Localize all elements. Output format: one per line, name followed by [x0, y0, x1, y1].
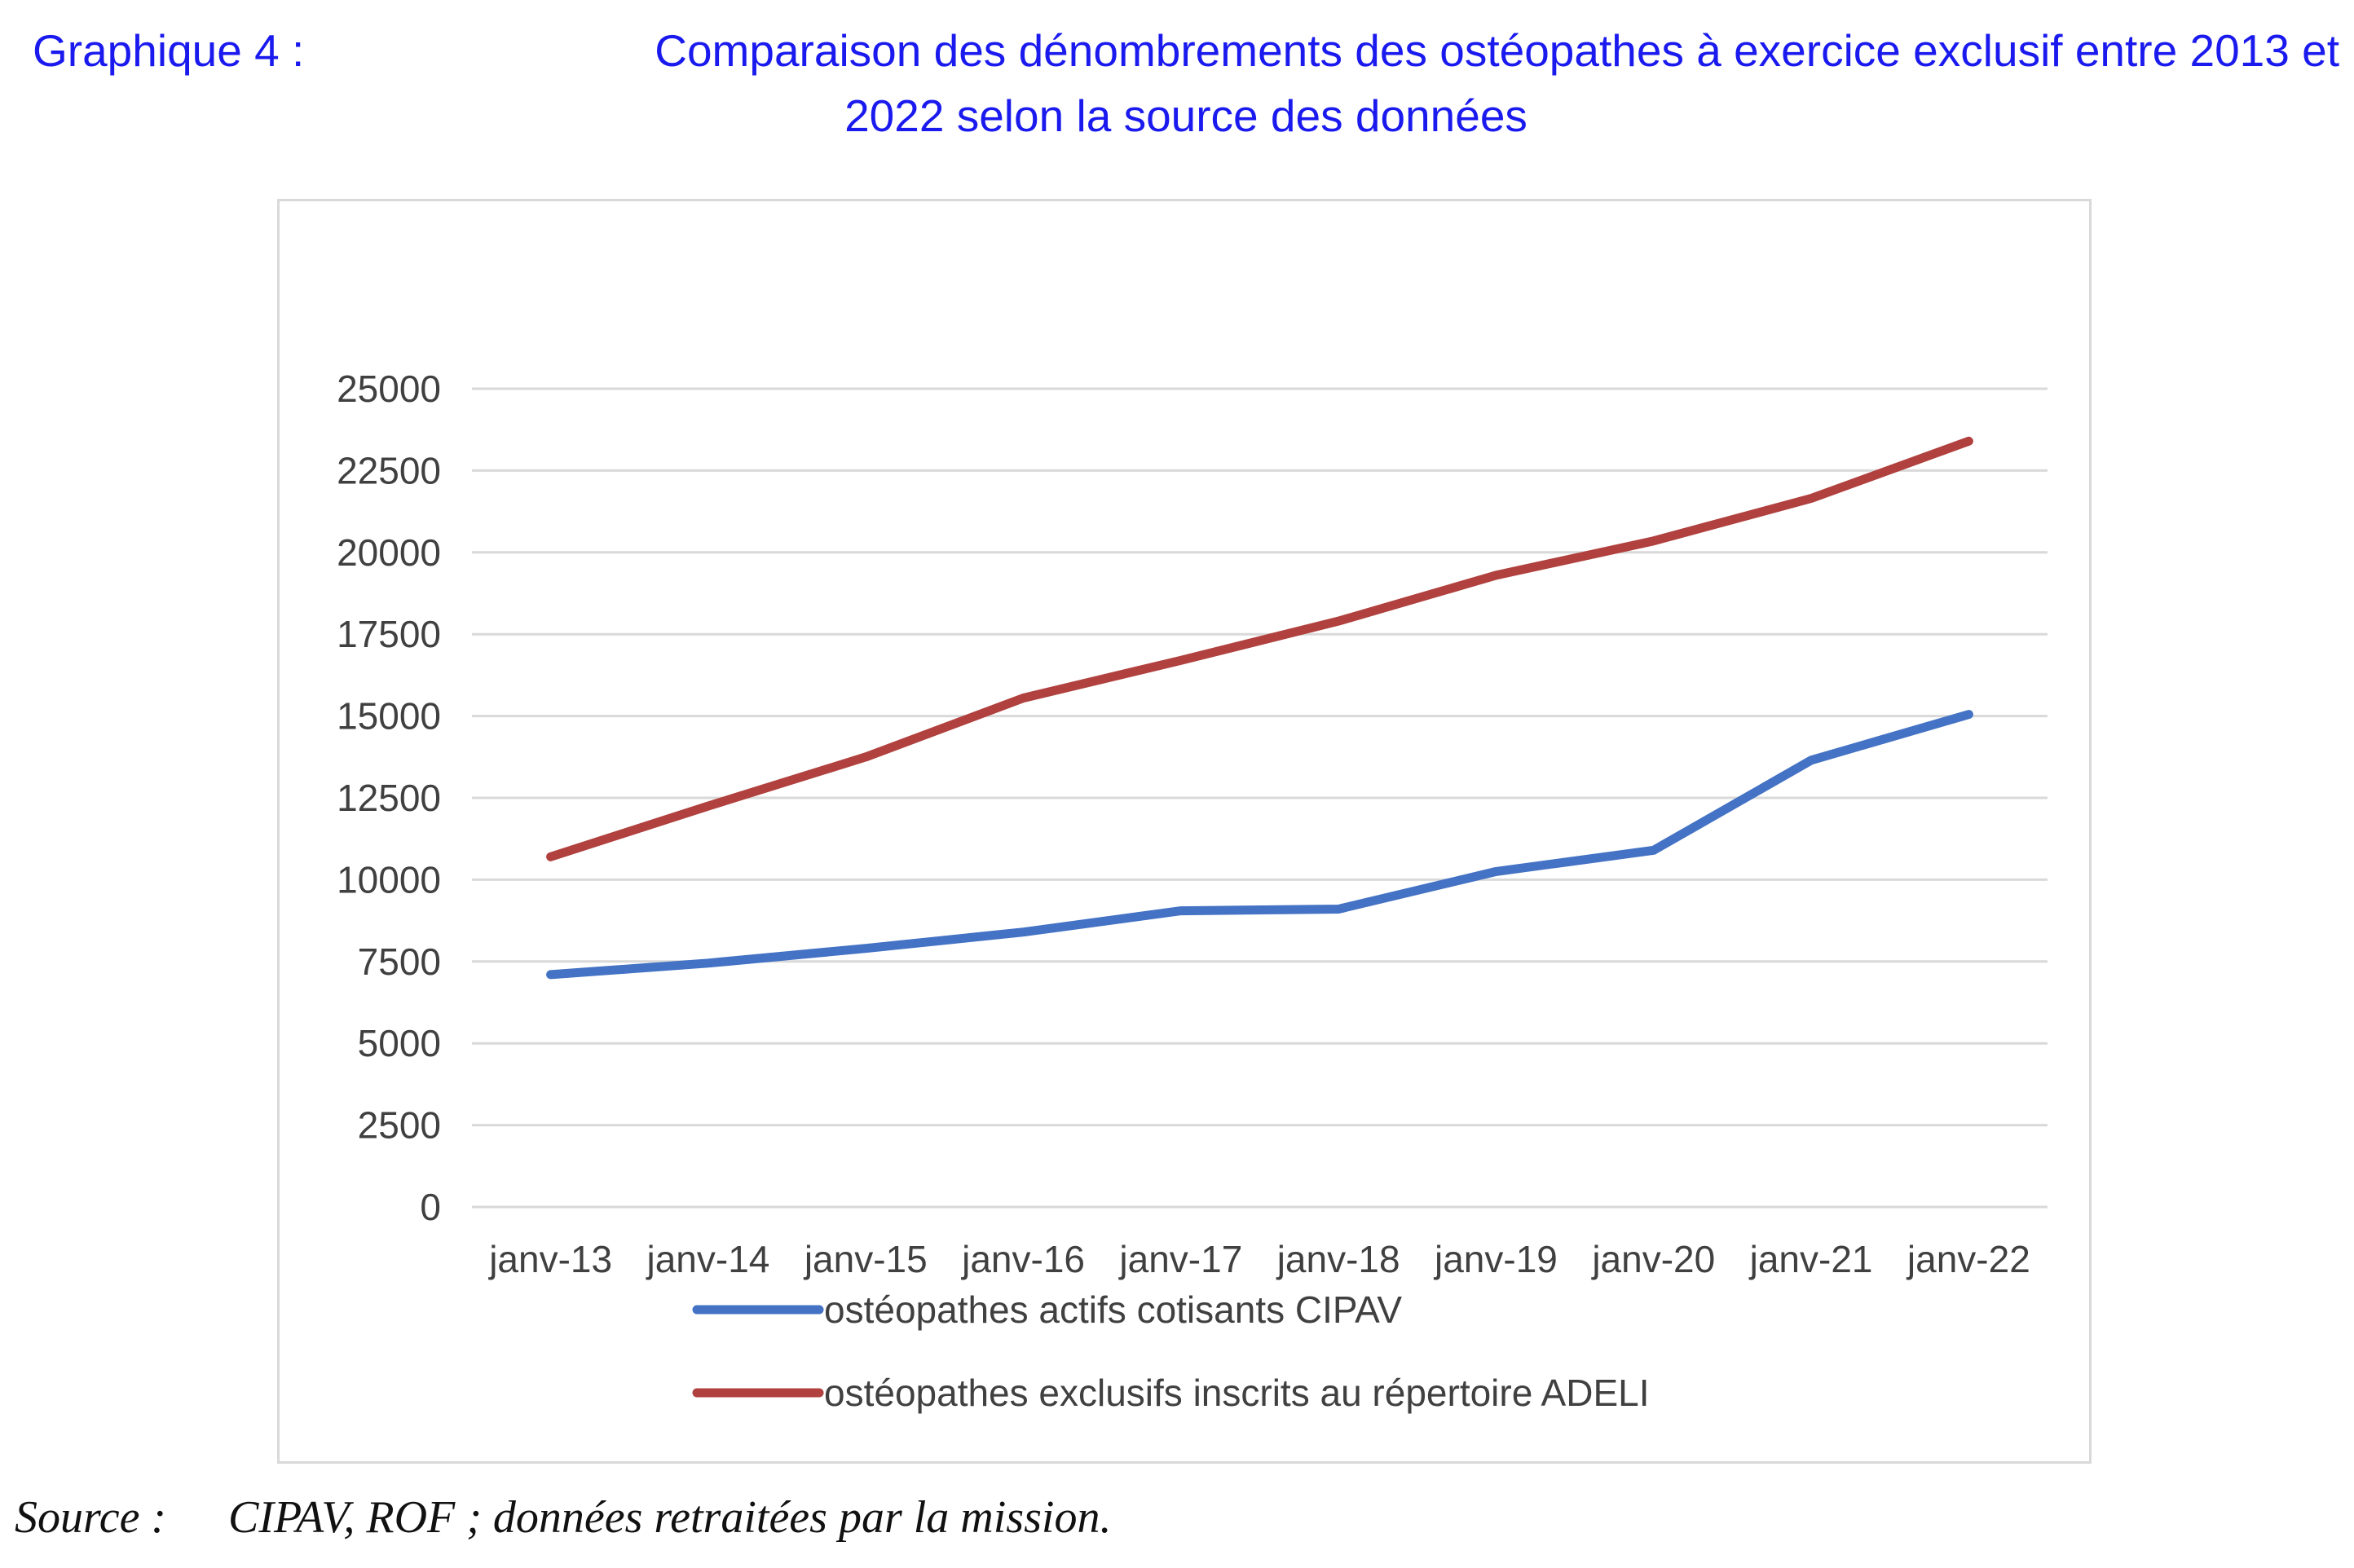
legend: ostéopathes actifs cotisants CIPAV ostéop… — [692, 1288, 1650, 1414]
chart-title-line-1: Comparaison des dénombrements des ostéop… — [655, 25, 2339, 76]
series-line-0 — [546, 710, 1973, 980]
y-axis-ticks: 0 2500 5000 7500 10000 12500 15000 17500 20000 22… — [337, 368, 441, 1228]
x-tick-label: janv-18 — [1276, 1238, 1400, 1280]
data-point — [549, 855, 553, 859]
gridlines — [472, 387, 2048, 1209]
x-tick-label: janv-15 — [803, 1238, 928, 1280]
x-tick-label: janv-14 — [646, 1238, 770, 1280]
legend-label: ostéopathes actifs cotisants CIPAV — [824, 1288, 1402, 1331]
source-note: Source : CIPAV, ROF ; données retraitées … — [15, 1491, 1111, 1544]
x-tick-label: janv-17 — [1117, 1238, 1242, 1280]
x-tick-label: janv-13 — [487, 1238, 612, 1280]
data-point — [549, 972, 553, 976]
series-line-1 — [546, 436, 1973, 861]
y-tick-label: 25000 — [337, 368, 441, 410]
source-text: CIPAV, ROF ; données retraitées par la m… — [228, 1492, 1112, 1543]
y-tick-label: 2500 — [358, 1104, 441, 1147]
data-point — [1651, 539, 1655, 543]
x-tick-label: janv-16 — [960, 1238, 1085, 1280]
y-tick-label: 17500 — [337, 613, 441, 655]
line-chart: 0 2500 5000 7500 10000 12500 15000 17500 20000 22… — [337, 368, 2048, 1414]
legend-label: ostéopathes exclusifs inscrits au répert… — [824, 1372, 1650, 1414]
x-tick-label: janv-19 — [1433, 1238, 1558, 1280]
heading-line-1: Graphique 4 : Comparaison des dénombreme… — [33, 18, 2339, 83]
data-point — [864, 946, 868, 950]
y-tick-label: 12500 — [337, 777, 441, 819]
data-point — [706, 804, 710, 808]
figure-label: Graphique 4 : — [33, 25, 305, 76]
series-lines — [546, 436, 1973, 980]
y-tick-label: 10000 — [337, 858, 441, 901]
data-point — [1967, 712, 1971, 716]
data-point — [1810, 758, 1814, 762]
x-tick-label: janv-20 — [1590, 1238, 1715, 1280]
data-point — [1810, 496, 1814, 500]
x-axis-ticks: janv-13 janv-14 janv-15 janv-16 janv-17 janv-… — [487, 1238, 2030, 1280]
y-tick-label: 20000 — [337, 531, 441, 574]
y-tick-label: 7500 — [358, 940, 441, 983]
data-point — [1967, 439, 1971, 443]
y-tick-label: 0 — [420, 1186, 441, 1228]
data-point — [1494, 870, 1498, 874]
data-point — [1021, 696, 1025, 700]
x-tick-label: janv-22 — [1906, 1238, 2030, 1280]
data-point — [1337, 619, 1341, 623]
source-label: Source : — [15, 1492, 167, 1543]
data-point — [706, 961, 710, 965]
data-point — [1179, 658, 1183, 663]
data-point — [1021, 930, 1025, 934]
data-point — [1651, 848, 1655, 852]
y-tick-label: 5000 — [358, 1022, 441, 1064]
chart-frame: 0 2500 5000 7500 10000 12500 15000 17500 20000 22… — [277, 199, 2092, 1464]
chart-heading: Graphique 4 : Comparaison des dénombreme… — [33, 18, 2339, 148]
x-tick-label: janv-21 — [1748, 1238, 1873, 1280]
chart-title-line-2: 2022 selon la source des données — [844, 90, 1527, 141]
y-tick-label: 15000 — [337, 695, 441, 738]
data-point — [1494, 573, 1498, 577]
data-point — [1337, 907, 1341, 911]
data-point — [864, 755, 868, 759]
y-tick-label: 22500 — [337, 449, 441, 491]
data-point — [1179, 909, 1183, 913]
